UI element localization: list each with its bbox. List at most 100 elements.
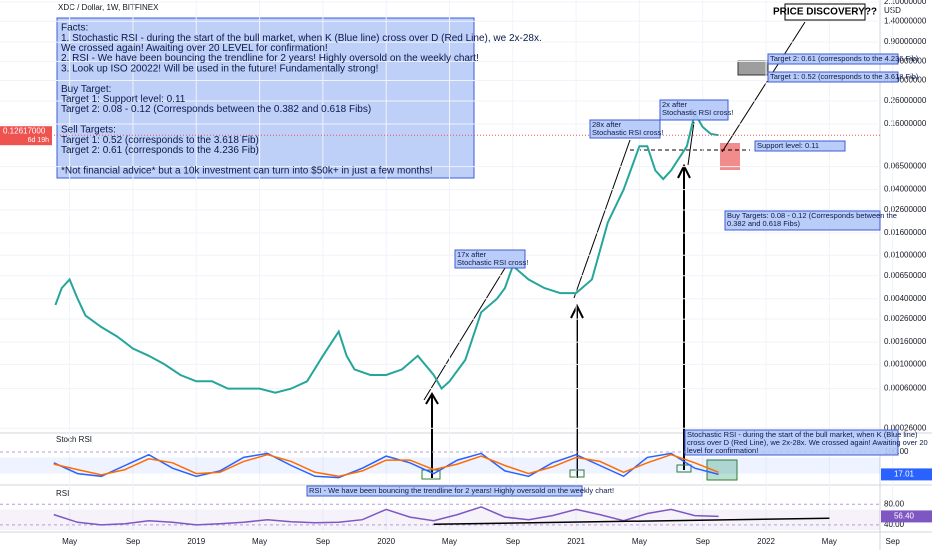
x-tick-label: May: [442, 537, 457, 546]
y-tick-label: 0.01000000: [884, 250, 927, 259]
cross-box: [676, 464, 692, 473]
callout-text: Stochastic RSI - during the start of the…: [687, 430, 918, 439]
facts-text: Target 1: 0.52 (corresponds to the 3.618…: [61, 135, 259, 146]
y-tick-label: 1.40000000: [884, 16, 927, 25]
y-tick-label: 0.90000000: [884, 37, 927, 46]
arrow-head: [425, 392, 439, 405]
series-line: [53, 453, 719, 478]
x-tick-label: May: [252, 537, 267, 546]
facts-text: Target 1: Support level: 0.11: [61, 94, 186, 105]
x-tick-label: 2021: [567, 537, 585, 546]
callout-text: Stochastic RSI cross!: [592, 128, 663, 137]
callout-box: [454, 249, 526, 269]
x-tick-label: Sep: [506, 537, 521, 546]
x-tick-label: May: [632, 537, 647, 546]
callout-box: [784, 3, 866, 21]
x-tick-label: Sep: [316, 537, 331, 546]
countdown: 6d 19h: [28, 137, 50, 144]
facts-text: 2. RSI - We have been bouncing the trend…: [61, 53, 479, 64]
target-band: [737, 60, 769, 76]
callout-box: [724, 210, 881, 231]
y-tick-label: 80.00: [884, 499, 905, 508]
y-tick-label: 0.02600000: [884, 205, 927, 214]
band: [0, 457, 880, 474]
x-tick-label: Sep: [696, 537, 711, 546]
y-tick-label: 0.00060000: [884, 384, 927, 393]
callout-text: Stochastic RSI cross!: [457, 258, 528, 267]
trendline: [433, 517, 830, 526]
callout-text: 28x after: [592, 120, 622, 129]
facts-text: Sell Targets:: [61, 125, 116, 136]
y-tick-label: 0.00260000: [884, 314, 927, 323]
x-tick-label: Sep: [126, 537, 141, 546]
callout-text: Buy Targets: 0.08 - 0.12 (Corresponds be…: [727, 211, 897, 220]
facts-text: Target 2: 0.08 - 0.12 (Corresponds betwe…: [61, 104, 371, 115]
callout-text: Target 1: 0.52 (corresponds to the 3.618…: [770, 72, 919, 81]
cross-box: [706, 459, 738, 481]
value-tag: [881, 468, 932, 481]
y-tick-label: 0.00026000: [884, 423, 927, 432]
callout-box: [767, 71, 899, 83]
callout-text: level for confirmation!: [687, 446, 758, 455]
facts-text: Buy Target:: [61, 84, 111, 95]
arrow: [687, 121, 695, 166]
series-line: [53, 506, 719, 526]
x-tick-label: May: [822, 537, 837, 546]
y-tick-label: 0.01600000: [884, 228, 927, 237]
callout-text: Stochastic RSI cross!: [662, 108, 733, 117]
y-tick-label: 0.60000000: [884, 56, 927, 65]
facts-box: [56, 17, 475, 179]
callout-text: PRICE DISCOVERY??: [773, 7, 877, 18]
y-tick-label: 2.10000000: [884, 0, 927, 6]
y-tick-label: 40.00: [884, 520, 905, 529]
value-label: 17.01: [894, 470, 915, 479]
callout-text: Support level: 0.11: [757, 141, 819, 150]
callout-text: 0.382 and 0.618 Fibs): [727, 219, 800, 228]
chart-title: XDC / Dollar, 1W, BITFINEX: [58, 3, 159, 12]
callout-text: 2x after: [662, 100, 688, 109]
x-tick-label: 2020: [377, 537, 395, 546]
x-tick-label: Sep: [886, 537, 901, 546]
callout-text: 17x after: [457, 250, 487, 259]
y-tick-label: 0.40000000: [884, 76, 927, 85]
y-tick-label: 0.00160000: [884, 337, 927, 346]
y-tick-label: 0.26000000: [884, 96, 927, 105]
callout-text: RSI - We have been bouncing the trendlin…: [309, 486, 614, 495]
x-tick-label: 2019: [187, 537, 205, 546]
callout-text: cross over D (Red Line), we 2x-28x. We c…: [687, 438, 928, 447]
y-tick-label: 0.06500000: [884, 162, 927, 171]
arrow: [423, 267, 506, 401]
arrow-head: [570, 303, 584, 319]
callout-box: [306, 485, 583, 497]
price-label: 0.12617000: [3, 126, 46, 135]
x-tick-label: May: [62, 537, 77, 546]
cross-box: [569, 469, 585, 478]
callout-box: [754, 140, 846, 152]
facts-text: Target 2: 0.61 (corresponds to the 4.236…: [61, 145, 259, 156]
arrow-head: [677, 163, 691, 179]
facts-text: Facts:: [61, 23, 88, 34]
facts-text: We crossed again! Awaiting over 20 LEVEL…: [61, 43, 328, 54]
series-line: [53, 452, 719, 479]
value-tag: [881, 510, 932, 523]
callout-box: [684, 429, 899, 456]
y-tick-label: 0.16000000: [884, 119, 927, 128]
value-label: 56.40: [894, 512, 915, 521]
y-tick-label: 0.00650000: [884, 271, 927, 280]
y-tick-label: 0.00100000: [884, 360, 927, 369]
x-tick-label: 2022: [757, 537, 775, 546]
y-tick-label: 0.00400000: [884, 294, 927, 303]
callout-box: [659, 99, 729, 121]
callout-box: [767, 53, 899, 65]
panel-title: RSI: [56, 489, 69, 498]
cross-box: [421, 469, 441, 480]
facts-text: *Not financial advice* but a 10k investm…: [61, 165, 433, 176]
callout-box: [589, 119, 661, 139]
facts-text: 1. Stochastic RSI - during the start of …: [61, 33, 542, 44]
facts-text: 3. Look up ISO 20022! Will be used in th…: [61, 63, 378, 74]
callout-text: Target 2: 0.61 (corresponds to the 4.236…: [770, 54, 919, 63]
series-line: [54, 110, 719, 394]
price-tag: [0, 126, 52, 146]
buy-zone: [720, 143, 740, 170]
